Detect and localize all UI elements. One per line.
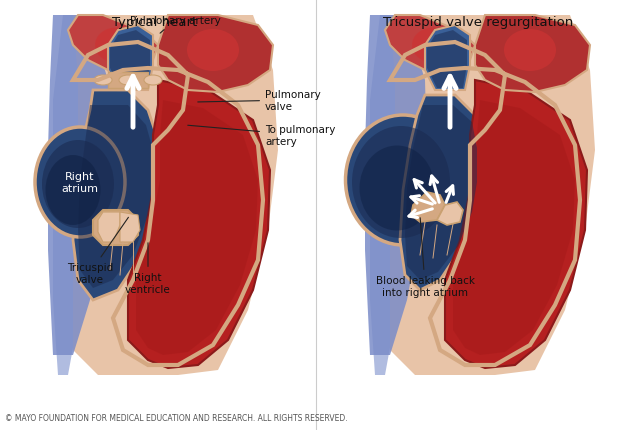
Polygon shape [78, 106, 153, 289]
Ellipse shape [504, 30, 556, 72]
Polygon shape [73, 16, 278, 375]
Polygon shape [475, 16, 590, 93]
Polygon shape [385, 16, 475, 71]
Ellipse shape [94, 76, 112, 86]
Polygon shape [427, 31, 467, 89]
Polygon shape [370, 16, 425, 375]
Ellipse shape [346, 116, 461, 246]
Polygon shape [390, 16, 595, 375]
Text: To pulmonary
artery: To pulmonary artery [188, 125, 336, 147]
Polygon shape [110, 31, 150, 89]
Polygon shape [453, 101, 575, 355]
Polygon shape [158, 16, 273, 93]
Ellipse shape [412, 28, 454, 63]
Polygon shape [411, 193, 445, 222]
Ellipse shape [95, 28, 137, 63]
Text: Pulmonary
valve: Pulmonary valve [198, 90, 321, 111]
Polygon shape [437, 203, 463, 225]
Polygon shape [136, 101, 258, 355]
Ellipse shape [35, 128, 125, 237]
Polygon shape [53, 16, 108, 375]
Polygon shape [445, 81, 587, 368]
Ellipse shape [187, 30, 239, 72]
Text: Right
atrium: Right atrium [61, 172, 99, 194]
Text: Right
ventricle: Right ventricle [125, 243, 171, 294]
Polygon shape [128, 81, 270, 368]
Polygon shape [425, 26, 470, 91]
Polygon shape [98, 212, 120, 243]
Text: © MAYO FOUNDATION FOR MEDICAL EDUCATION AND RESEARCH. ALL RIGHTS RESERVED.: © MAYO FOUNDATION FOR MEDICAL EDUCATION … [5, 413, 348, 422]
Polygon shape [48, 16, 110, 355]
Polygon shape [120, 212, 140, 243]
Text: Tricuspid
valve: Tricuspid valve [67, 218, 128, 284]
Text: Blood leaking back
into right atrium: Blood leaking back into right atrium [375, 218, 475, 297]
Polygon shape [405, 106, 477, 280]
Ellipse shape [360, 146, 435, 231]
Polygon shape [68, 16, 158, 71]
Polygon shape [365, 16, 427, 355]
Ellipse shape [119, 76, 137, 86]
Ellipse shape [42, 141, 114, 228]
Polygon shape [93, 211, 138, 246]
Text: Pulmonary artery: Pulmonary artery [130, 16, 221, 34]
Polygon shape [73, 91, 158, 300]
Text: Typical heart: Typical heart [112, 16, 198, 29]
Ellipse shape [352, 127, 450, 239]
Polygon shape [400, 96, 480, 290]
Polygon shape [108, 73, 148, 89]
Ellipse shape [144, 76, 162, 86]
Polygon shape [108, 26, 153, 91]
Text: Tricuspid valve regurgitation: Tricuspid valve regurgitation [383, 16, 573, 29]
Ellipse shape [46, 156, 100, 225]
